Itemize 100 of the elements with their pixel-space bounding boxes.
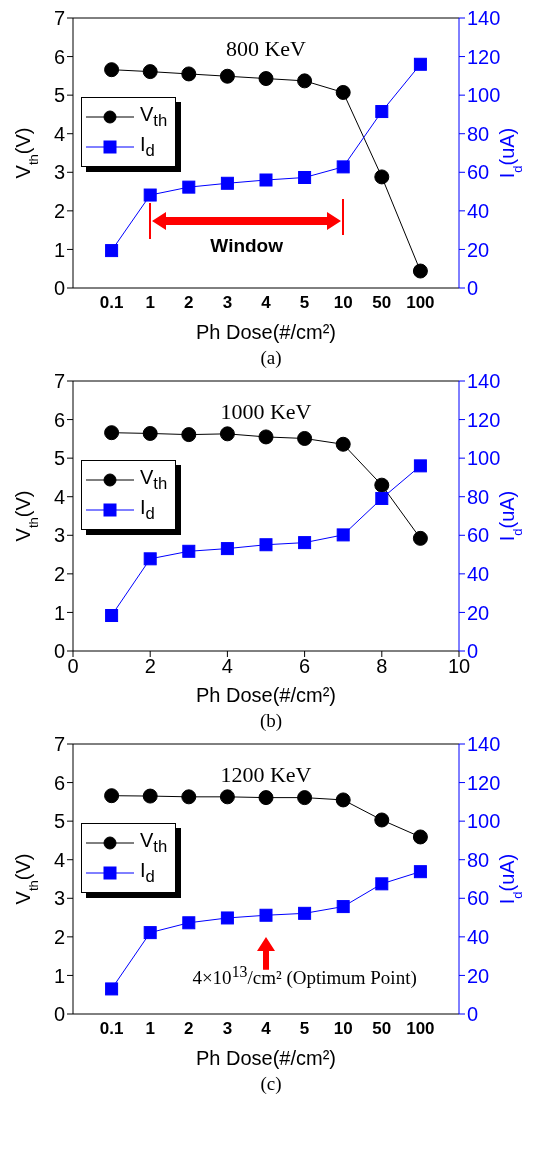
y2-tick-label: 120 — [467, 771, 501, 794]
annotation: 4×10$^{13}$/cm² (Optimum Point) — [191, 963, 418, 990]
y2-tick-label: 60 — [467, 161, 490, 184]
point — [297, 73, 313, 89]
point — [413, 865, 427, 879]
point — [335, 792, 351, 808]
point — [374, 169, 390, 185]
x-tick-label: 0 — [67, 655, 79, 678]
legend-label: I$_{d}$ — [140, 496, 155, 525]
x-axis-title: Ph Dose(#/cm²) — [195, 321, 337, 343]
point — [142, 425, 158, 441]
y-tick-label: 2 — [53, 925, 65, 948]
point — [104, 425, 120, 441]
x-tick-label: 0.1 — [99, 293, 124, 313]
point — [298, 536, 312, 550]
y2-tick-label: 100 — [467, 447, 501, 470]
point — [336, 900, 350, 914]
point — [335, 84, 351, 100]
point — [258, 71, 274, 87]
x-axis-title: Ph Dose(#/cm²) — [195, 684, 337, 706]
point — [105, 244, 119, 258]
y-tick-label: 7 — [53, 733, 65, 756]
x-tick-label: 3 — [222, 1019, 233, 1039]
y2-tick-label: 140 — [467, 370, 501, 393]
x-tick-label: 4 — [261, 293, 272, 313]
point — [298, 906, 312, 920]
point — [219, 789, 235, 805]
x-tick-label: 50 — [372, 293, 392, 313]
x-tick-label: 2 — [184, 293, 194, 313]
point — [142, 788, 158, 804]
x-tick-label: 5 — [299, 293, 310, 313]
y2-tick-label: 40 — [467, 199, 490, 222]
point — [413, 459, 427, 473]
text: 1000 KeV — [219, 399, 313, 425]
text: 1200 KeV — [219, 762, 313, 788]
point — [182, 916, 196, 930]
y2-tick-label: 120 — [467, 45, 501, 68]
legend-label: V$_{th}$ — [140, 466, 168, 495]
point — [104, 62, 120, 78]
y-tick-label: 3 — [53, 887, 65, 910]
point — [297, 430, 313, 446]
point — [298, 170, 312, 184]
point — [336, 160, 350, 174]
point — [143, 552, 157, 566]
x-tick-label: 2 — [184, 1019, 194, 1039]
y-tick-label: 7 — [53, 370, 65, 393]
point — [104, 788, 120, 804]
x-tick-label: 100 — [406, 293, 435, 313]
y-tick-label: 5 — [53, 84, 65, 107]
y2-tick-label: 100 — [467, 810, 501, 833]
text: (a) — [259, 347, 283, 370]
y-tick-label: 4 — [53, 485, 65, 508]
y-tick-label: 3 — [53, 524, 65, 547]
y2-tick-label: 80 — [467, 848, 490, 871]
y-tick-label: 1 — [53, 601, 65, 624]
x-tick-label: 4 — [261, 1019, 272, 1039]
x-axis-title: Ph Dose(#/cm²) — [195, 1047, 337, 1069]
point — [335, 436, 351, 452]
point — [181, 427, 197, 443]
y-tick-label: 3 — [53, 161, 65, 184]
text: (c) — [259, 1073, 283, 1096]
legend-label: V$_{th}$ — [140, 103, 168, 132]
x-tick-label: 3 — [222, 293, 233, 313]
y-tick-label: 4 — [53, 122, 65, 145]
x-tick-label: 2 — [144, 655, 156, 678]
y-tick-label: 1 — [53, 238, 65, 261]
text: 800 KeV — [224, 36, 307, 62]
x-tick-label: 100 — [406, 1019, 435, 1039]
point — [336, 528, 350, 542]
point — [374, 477, 390, 493]
text: (b) — [258, 710, 284, 733]
y-tick-label: 1 — [53, 964, 65, 987]
point — [412, 829, 428, 845]
point — [105, 609, 119, 623]
y-tick-label: 4 — [53, 848, 65, 871]
x-tick-label: 10 — [333, 293, 353, 313]
point — [375, 105, 389, 119]
y2-tick-label: 20 — [467, 601, 490, 624]
y2-tick-label: 80 — [467, 485, 490, 508]
legend-label: I$_{d}$ — [140, 859, 155, 888]
point — [259, 538, 273, 552]
point — [142, 64, 158, 80]
x-tick-label: 10 — [333, 1019, 353, 1039]
y2-tick-label: 80 — [467, 122, 490, 145]
point — [413, 57, 427, 71]
point — [182, 180, 196, 194]
point — [182, 544, 196, 558]
point — [105, 982, 119, 996]
point — [143, 926, 157, 940]
y2-tick-label: 40 — [467, 925, 490, 948]
y2-tick-label: 120 — [467, 408, 501, 431]
annotation: Window — [209, 234, 284, 257]
x-tick-label: 1 — [145, 293, 155, 313]
x-tick-label: 50 — [372, 1019, 392, 1039]
y2-tick-label: 100 — [467, 84, 501, 107]
x-tick-label: 6 — [299, 655, 311, 678]
y-tick-label: 5 — [53, 447, 65, 470]
y2-tick-label: 40 — [467, 562, 490, 585]
y2-tick-label: 60 — [467, 524, 490, 547]
y-tick-label: 2 — [53, 562, 65, 585]
